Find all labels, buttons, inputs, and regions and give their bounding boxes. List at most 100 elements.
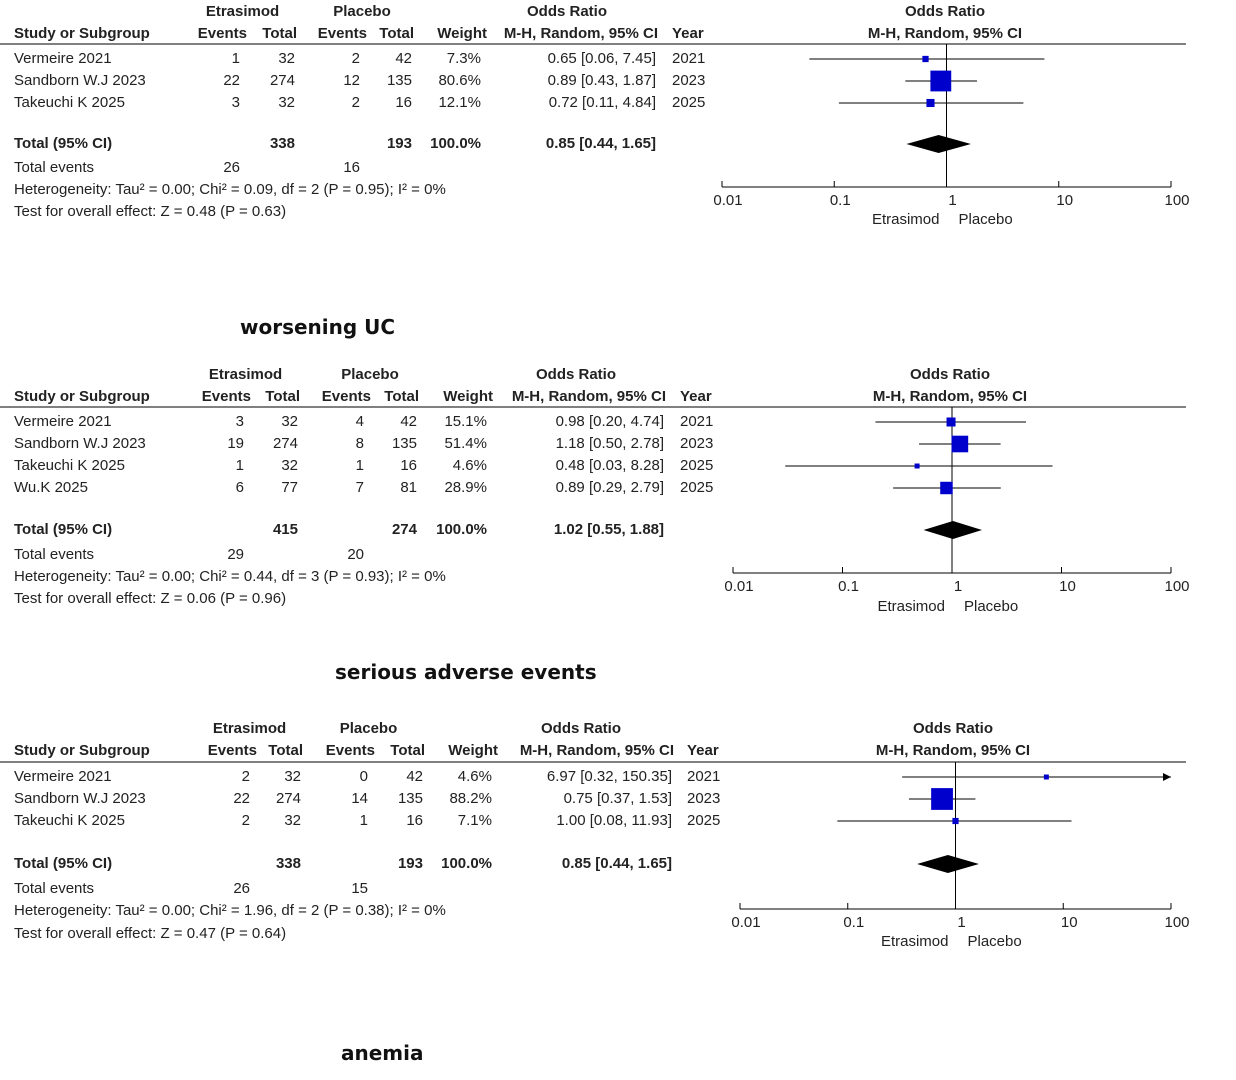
study-year: 2023 <box>687 790 721 807</box>
study-name: Sandborn W.J 2023 <box>14 435 146 452</box>
x-tick-label: 1 <box>953 578 963 595</box>
study-total-placebo: 135 <box>391 435 417 452</box>
study-total-placebo: 16 <box>400 457 417 474</box>
forest-ci-subheader: M-H, Random, 95% CI <box>872 388 1028 405</box>
study-events-placebo: 12 <box>343 72 360 89</box>
study-events-placebo: 4 <box>355 413 364 430</box>
x-tick-label: 100 <box>1164 578 1190 595</box>
study-year: 2025 <box>672 94 706 111</box>
total-ci: 1.02 [0.55, 1.88] <box>553 521 664 538</box>
total-label: Total (95% CI) <box>14 135 113 152</box>
x-tick-label: 1 <box>948 192 957 209</box>
pooled-diamond <box>923 521 983 539</box>
study-name: Takeuchi K 2025 <box>14 94 125 111</box>
study-events-placebo: 14 <box>351 790 368 807</box>
col-header-total-placebo: Total <box>384 388 419 405</box>
study-ci: 0.75 [0.37, 1.53] <box>563 790 672 807</box>
study-events-placebo: 7 <box>355 479 364 496</box>
study-events-etrasimod: 1 <box>235 457 244 474</box>
total-events-etrasimod: 26 <box>223 159 240 176</box>
study-events-placebo: 1 <box>359 812 368 829</box>
col-header-events-etrasimod: Events <box>201 388 251 405</box>
plot-caption-3: anemia <box>341 1041 424 1065</box>
study-events-etrasimod: 3 <box>231 94 240 111</box>
study-events-etrasimod: 2 <box>241 812 250 829</box>
axis-right-label: Placebo <box>964 598 1019 615</box>
or-header: Odds Ratio <box>540 720 621 737</box>
study-events-etrasimod: 1 <box>231 50 240 67</box>
x-tick-label: 0.01 <box>724 578 754 595</box>
study-year: 2023 <box>680 435 714 452</box>
total-n-placebo: 274 <box>391 521 417 538</box>
axis-left-label: Etrasimod <box>871 211 940 228</box>
col-header-year: Year <box>672 25 704 42</box>
study-events-etrasimod: 3 <box>235 413 244 430</box>
study-total-etrasimod: 32 <box>281 413 298 430</box>
study-year: 2021 <box>687 768 721 785</box>
study-year: 2021 <box>680 413 714 430</box>
x-tick-label: 1 <box>957 914 966 931</box>
study-total-placebo: 42 <box>400 413 417 430</box>
study-total-etrasimod: 77 <box>281 479 298 496</box>
study-total-placebo: 16 <box>395 94 412 111</box>
col-header-events-placebo: Events <box>321 388 371 405</box>
total-n-etrasimod: 338 <box>269 135 295 152</box>
study-square <box>951 435 969 453</box>
study-ci: 1.00 [0.08, 11.93] <box>556 812 672 829</box>
total-label: Total (95% CI) <box>14 855 113 872</box>
study-total-etrasimod: 274 <box>269 72 295 89</box>
total-events-placebo: 15 <box>351 880 368 897</box>
study-name: Sandborn W.J 2023 <box>14 72 146 89</box>
col-header-study: Study or Subgroup <box>14 742 150 759</box>
study-total-placebo: 42 <box>406 768 423 785</box>
study-total-placebo: 135 <box>386 72 412 89</box>
study-square <box>946 417 956 427</box>
x-tick-label: 100 <box>1164 192 1190 209</box>
study-ci: 0.89 [0.43, 1.87] <box>547 72 656 89</box>
total-n-placebo: 193 <box>397 855 423 872</box>
col-header-total-placebo: Total <box>390 742 425 759</box>
study-events-placebo: 1 <box>355 457 364 474</box>
study-weight: 51.4% <box>444 435 487 452</box>
study-events-etrasimod: 2 <box>241 768 250 785</box>
x-tick-label: 0.01 <box>731 914 761 931</box>
total-ci: 0.85 [0.44, 1.65] <box>561 855 672 872</box>
study-total-etrasimod: 32 <box>284 768 301 785</box>
study-total-etrasimod: 274 <box>275 790 301 807</box>
pooled-diamond <box>917 855 979 873</box>
study-weight: 4.6% <box>457 768 492 785</box>
study-weight: 4.6% <box>452 457 487 474</box>
pooled-diamond <box>906 135 971 153</box>
study-year: 2025 <box>687 812 721 829</box>
study-total-placebo: 81 <box>400 479 417 496</box>
total-weight: 100.0% <box>436 521 487 538</box>
col-header-ci: M-H, Random, 95% CI <box>503 25 658 42</box>
study-square <box>914 463 920 469</box>
study-total-etrasimod: 32 <box>278 94 295 111</box>
x-tick-label: 10 <box>1060 914 1078 931</box>
study-square <box>930 70 952 92</box>
study-events-etrasimod: 22 <box>233 790 250 807</box>
group-header-placebo: Placebo <box>333 3 391 20</box>
axis-right-label: Placebo <box>967 933 1022 950</box>
total-ci: 0.85 [0.44, 1.65] <box>545 135 656 152</box>
study-year: 2025 <box>680 457 714 474</box>
heterogeneity-text: Heterogeneity: Tau² = 0.00; Chi² = 1.96,… <box>14 902 446 919</box>
group-header-placebo: Placebo <box>341 366 399 383</box>
study-ci: 0.72 [0.11, 4.84] <box>548 94 656 111</box>
group-header-etrasimod: Etrasimod <box>208 366 283 383</box>
study-ci: 1.18 [0.50, 2.78] <box>555 435 664 452</box>
heterogeneity-text: Heterogeneity: Tau² = 0.00; Chi² = 0.44,… <box>14 568 446 585</box>
study-year: 2021 <box>672 50 706 67</box>
study-events-placebo: 0 <box>359 768 368 785</box>
col-header-year: Year <box>680 388 712 405</box>
study-square <box>1043 774 1049 780</box>
study-name: Vermeire 2021 <box>14 50 112 67</box>
total-events-label: Total events <box>14 880 95 897</box>
study-weight: 28.9% <box>444 479 487 496</box>
study-ci: 0.89 [0.29, 2.79] <box>555 479 664 496</box>
col-header-ci: M-H, Random, 95% CI <box>519 742 674 759</box>
study-name: Wu.K 2025 <box>14 479 88 496</box>
study-weight: 12.1% <box>438 94 481 111</box>
